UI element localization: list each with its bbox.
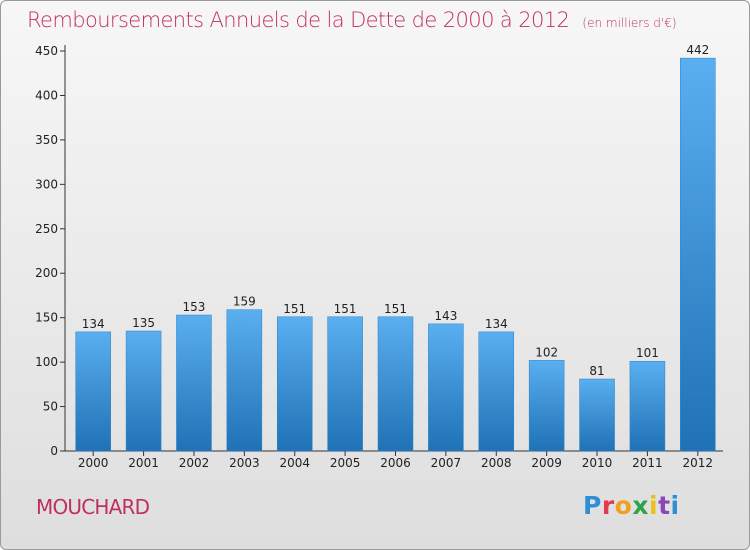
bar-2009 [528, 360, 565, 452]
y-tick-label: 150 [35, 311, 58, 325]
data-label: 134 [485, 317, 508, 331]
y-tick-label: 450 [35, 44, 58, 58]
commune-name: MOUCHARD [36, 495, 150, 519]
x-tick-label: 2002 [179, 456, 210, 470]
bar-2004 [276, 316, 313, 452]
bar-2008 [478, 331, 515, 452]
x-tick-label: 2006 [380, 456, 411, 470]
bar-2006 [377, 316, 414, 452]
data-label: 151 [334, 302, 357, 316]
y-tick-label: 400 [35, 88, 58, 102]
data-label: 101 [636, 346, 659, 360]
bar-2001 [125, 330, 162, 452]
x-tick-label: 2003 [229, 456, 260, 470]
x-tick-label: 2008 [481, 456, 512, 470]
y-tick-label: 100 [35, 355, 58, 369]
proxiti-logo: Proxiti [583, 491, 680, 520]
chart-title: Remboursements Annuels de la Dette de 20… [27, 8, 677, 32]
y-tick-label: 250 [35, 222, 58, 236]
x-tick-label: 2009 [531, 456, 562, 470]
x-tick-label: 2001 [128, 456, 159, 470]
x-tick-label: 2012 [683, 456, 714, 470]
data-label: 151 [384, 302, 407, 316]
data-label: 135 [132, 316, 155, 330]
bar-2011 [629, 360, 666, 452]
bar-2007 [428, 323, 464, 452]
data-label: 134 [82, 317, 105, 331]
x-tick-label: 2000 [78, 456, 109, 470]
y-tick-label: 350 [35, 133, 58, 147]
bar-2000 [75, 331, 111, 452]
data-label: 159 [233, 295, 256, 309]
x-tick-label: 2007 [431, 456, 462, 470]
y-tick-label: 300 [35, 177, 58, 191]
bar-2002 [176, 314, 212, 452]
y-tick-label: 50 [43, 400, 58, 414]
bar-2010 [579, 378, 615, 452]
y-tick-label: 200 [35, 266, 58, 280]
x-tick-label: 2004 [279, 456, 310, 470]
data-label: 442 [686, 43, 709, 57]
data-label: 153 [183, 300, 206, 314]
x-tick-label: 2005 [330, 456, 361, 470]
bar-2003 [226, 309, 263, 452]
data-label: 143 [434, 309, 457, 323]
y-tick-label: 0 [50, 444, 58, 458]
x-tick-label: 2010 [582, 456, 613, 470]
title-unit: (en milliers d'€) [582, 16, 677, 30]
data-label: 151 [283, 302, 306, 316]
bar-2005 [327, 316, 363, 452]
data-label: 102 [535, 345, 558, 359]
title-main: Remboursements Annuels de la Dette de 20… [27, 8, 570, 32]
data-label: 81 [589, 364, 604, 378]
bar-2012 [680, 57, 716, 452]
x-tick-label: 2011 [632, 456, 663, 470]
